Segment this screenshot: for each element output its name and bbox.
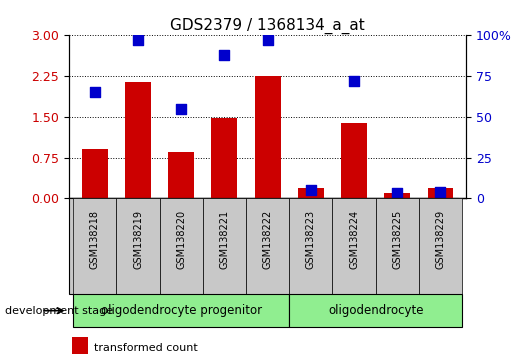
Text: transformed count: transformed count <box>94 343 198 353</box>
Point <box>220 52 228 58</box>
Text: GSM138220: GSM138220 <box>176 210 186 269</box>
Bar <box>255 76 280 198</box>
Point <box>393 190 402 196</box>
Text: GSM138223: GSM138223 <box>306 210 316 269</box>
Bar <box>211 119 237 198</box>
Point <box>263 38 272 43</box>
Bar <box>117 198 160 294</box>
Point <box>134 38 142 43</box>
Text: GSM138221: GSM138221 <box>219 210 229 269</box>
Bar <box>341 123 367 198</box>
Text: GSM138225: GSM138225 <box>392 210 402 269</box>
Bar <box>289 294 462 327</box>
Text: GSM138218: GSM138218 <box>90 210 100 269</box>
Point <box>91 90 99 95</box>
Point <box>177 106 186 112</box>
Bar <box>384 193 410 198</box>
Point <box>436 189 445 195</box>
Bar <box>246 198 289 294</box>
Bar <box>289 198 332 294</box>
Point <box>307 187 315 193</box>
Text: development stage: development stage <box>5 306 113 316</box>
Bar <box>72 337 88 354</box>
Bar <box>203 198 246 294</box>
Text: GSM138229: GSM138229 <box>436 210 446 269</box>
Bar <box>160 198 203 294</box>
Text: oligodendrocyte progenitor: oligodendrocyte progenitor <box>101 304 262 317</box>
Bar <box>82 149 108 198</box>
Bar <box>125 81 151 198</box>
Bar <box>73 198 117 294</box>
Bar <box>332 198 376 294</box>
Text: GSM138219: GSM138219 <box>133 210 143 269</box>
Text: GSM138222: GSM138222 <box>263 210 272 269</box>
Bar <box>73 294 289 327</box>
Text: oligodendrocyte: oligodendrocyte <box>328 304 423 317</box>
Text: GSM138224: GSM138224 <box>349 210 359 269</box>
Bar <box>428 188 454 198</box>
Bar <box>298 188 324 198</box>
Bar <box>376 198 419 294</box>
Bar <box>169 152 194 198</box>
Bar <box>419 198 462 294</box>
Title: GDS2379 / 1368134_a_at: GDS2379 / 1368134_a_at <box>170 18 365 34</box>
Point <box>350 78 358 84</box>
